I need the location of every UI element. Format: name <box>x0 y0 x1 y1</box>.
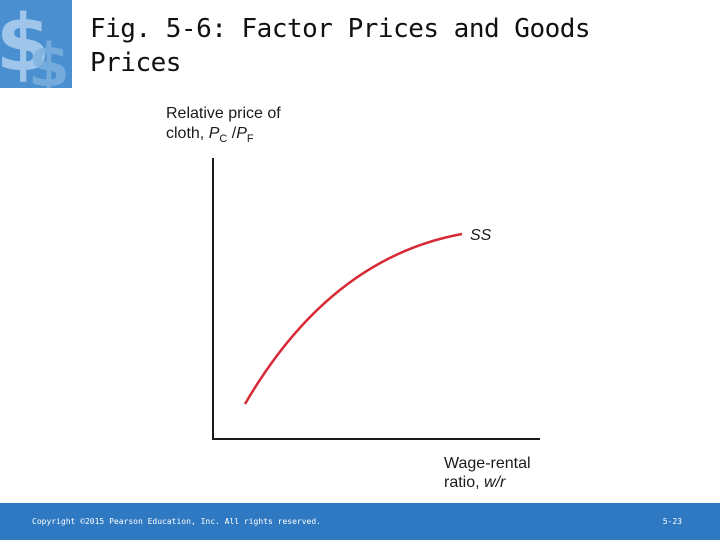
svg-text:$: $ <box>0 0 50 88</box>
y-axis-var-p1: P <box>208 125 220 142</box>
y-axis-sub-c: C <box>219 133 228 145</box>
slide-number: 5-23 <box>662 517 682 526</box>
ss-curve <box>243 232 463 405</box>
y-axis-sub-f: F <box>246 133 254 145</box>
y-axis-slash: / <box>227 125 237 142</box>
x-axis-label-prefix: ratio, <box>444 474 485 491</box>
dollar-sign-icon: $ $ <box>0 0 72 88</box>
y-axis-var-p2: P <box>236 125 247 142</box>
svg-text:$: $ <box>28 31 70 88</box>
copyright-text: Copyright ©2015 Pearson Education, Inc. … <box>32 517 321 526</box>
y-axis-label-line2: cloth, PC /PF <box>166 125 254 145</box>
y-axis-label-line1: Relative price of <box>166 105 281 122</box>
y-axis-label-prefix: cloth, <box>166 125 209 142</box>
footer-bar: Copyright ©2015 Pearson Education, Inc. … <box>0 503 720 540</box>
x-axis-label-line1: Wage-rental <box>444 455 531 472</box>
x-axis-label-line2: ratio, w/r <box>444 474 505 492</box>
ss-curve-label: SS <box>470 227 492 244</box>
x-axis-var: w/r <box>484 474 506 491</box>
slide-title: Fig. 5-6: Factor Prices and Goods Prices <box>90 14 591 78</box>
